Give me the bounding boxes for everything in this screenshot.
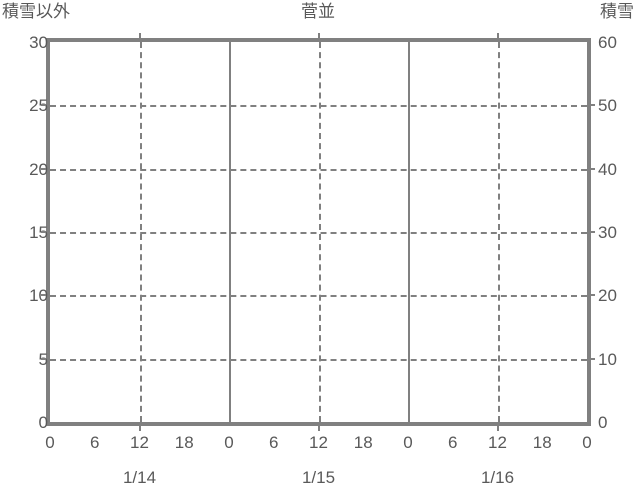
right-axis-tick-label: 10 (598, 349, 617, 369)
left-axis-tick-label: 30 (29, 33, 48, 52)
x-axis-tick-label: 18 (532, 433, 552, 452)
tick-mark (496, 426, 499, 431)
gridline-day-boundary (229, 42, 231, 422)
plot-inner (50, 42, 587, 422)
tick-mark (317, 426, 320, 431)
x-axis-tick-label: 12 (130, 433, 149, 452)
left-axis-tick-label: 10 (29, 286, 48, 306)
right-axis-tick-label: 20 (598, 286, 617, 306)
tick-mark (138, 426, 141, 431)
tick-mark (590, 294, 595, 297)
x-axis-tick-label: 0 (45, 433, 55, 452)
tick-mark (590, 104, 595, 107)
gridline-vertical (318, 42, 321, 422)
left-axis-tick-label: 25 (29, 96, 48, 116)
right-axis-tick-label: 50 (598, 96, 617, 116)
chart-title: 菅並 (301, 2, 335, 21)
right-axis-tick-label: 40 (598, 159, 617, 179)
tick-mark (41, 231, 46, 233)
tick-mark (590, 231, 595, 233)
tick-mark (496, 33, 499, 38)
tick-mark (41, 167, 46, 170)
tick-mark (41, 294, 46, 297)
right-axis-tick-label: 0 (598, 413, 608, 432)
gridline-vertical (497, 42, 500, 422)
x-axis-day-label: 1/16 (480, 468, 515, 487)
left-axis-tick-label: 0 (38, 413, 48, 432)
x-axis-tick-label: 6 (269, 433, 279, 452)
right-axis-tick-label: 60 (598, 33, 617, 52)
x-axis-tick-label: 0 (582, 433, 592, 452)
x-axis-tick-label: 0 (224, 433, 234, 452)
plot-area (46, 38, 591, 426)
right-axis-tick-label: 30 (598, 223, 617, 242)
x-axis-tick-label: 6 (90, 433, 100, 452)
gridline-vertical (139, 42, 142, 422)
x-axis-tick-label: 0 (403, 433, 413, 452)
tick-mark (138, 33, 141, 38)
gridline-day-boundary (408, 42, 410, 422)
left-axis-tick-label: 15 (29, 223, 48, 242)
x-axis-day-label: 1/14 (122, 468, 157, 487)
left-axis-title: 積雪以外 (2, 2, 70, 21)
x-axis-tick-label: 12 (488, 433, 507, 452)
right-axis-title: 積雪 (600, 2, 634, 21)
x-axis-tick-label: 12 (309, 433, 328, 452)
tick-mark (41, 357, 46, 360)
left-axis-tick-label: 20 (29, 159, 48, 179)
x-axis-day-label: 1/15 (301, 468, 336, 487)
tick-mark (317, 33, 320, 38)
x-axis-tick-label: 6 (448, 433, 458, 452)
tick-mark (41, 104, 46, 107)
x-axis-tick-label: 18 (353, 433, 373, 452)
tick-mark (590, 357, 595, 360)
x-axis-tick-label: 18 (174, 433, 194, 452)
tick-mark (590, 167, 595, 170)
